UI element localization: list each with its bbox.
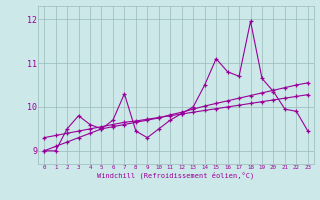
X-axis label: Windchill (Refroidissement éolien,°C): Windchill (Refroidissement éolien,°C) — [97, 172, 255, 179]
